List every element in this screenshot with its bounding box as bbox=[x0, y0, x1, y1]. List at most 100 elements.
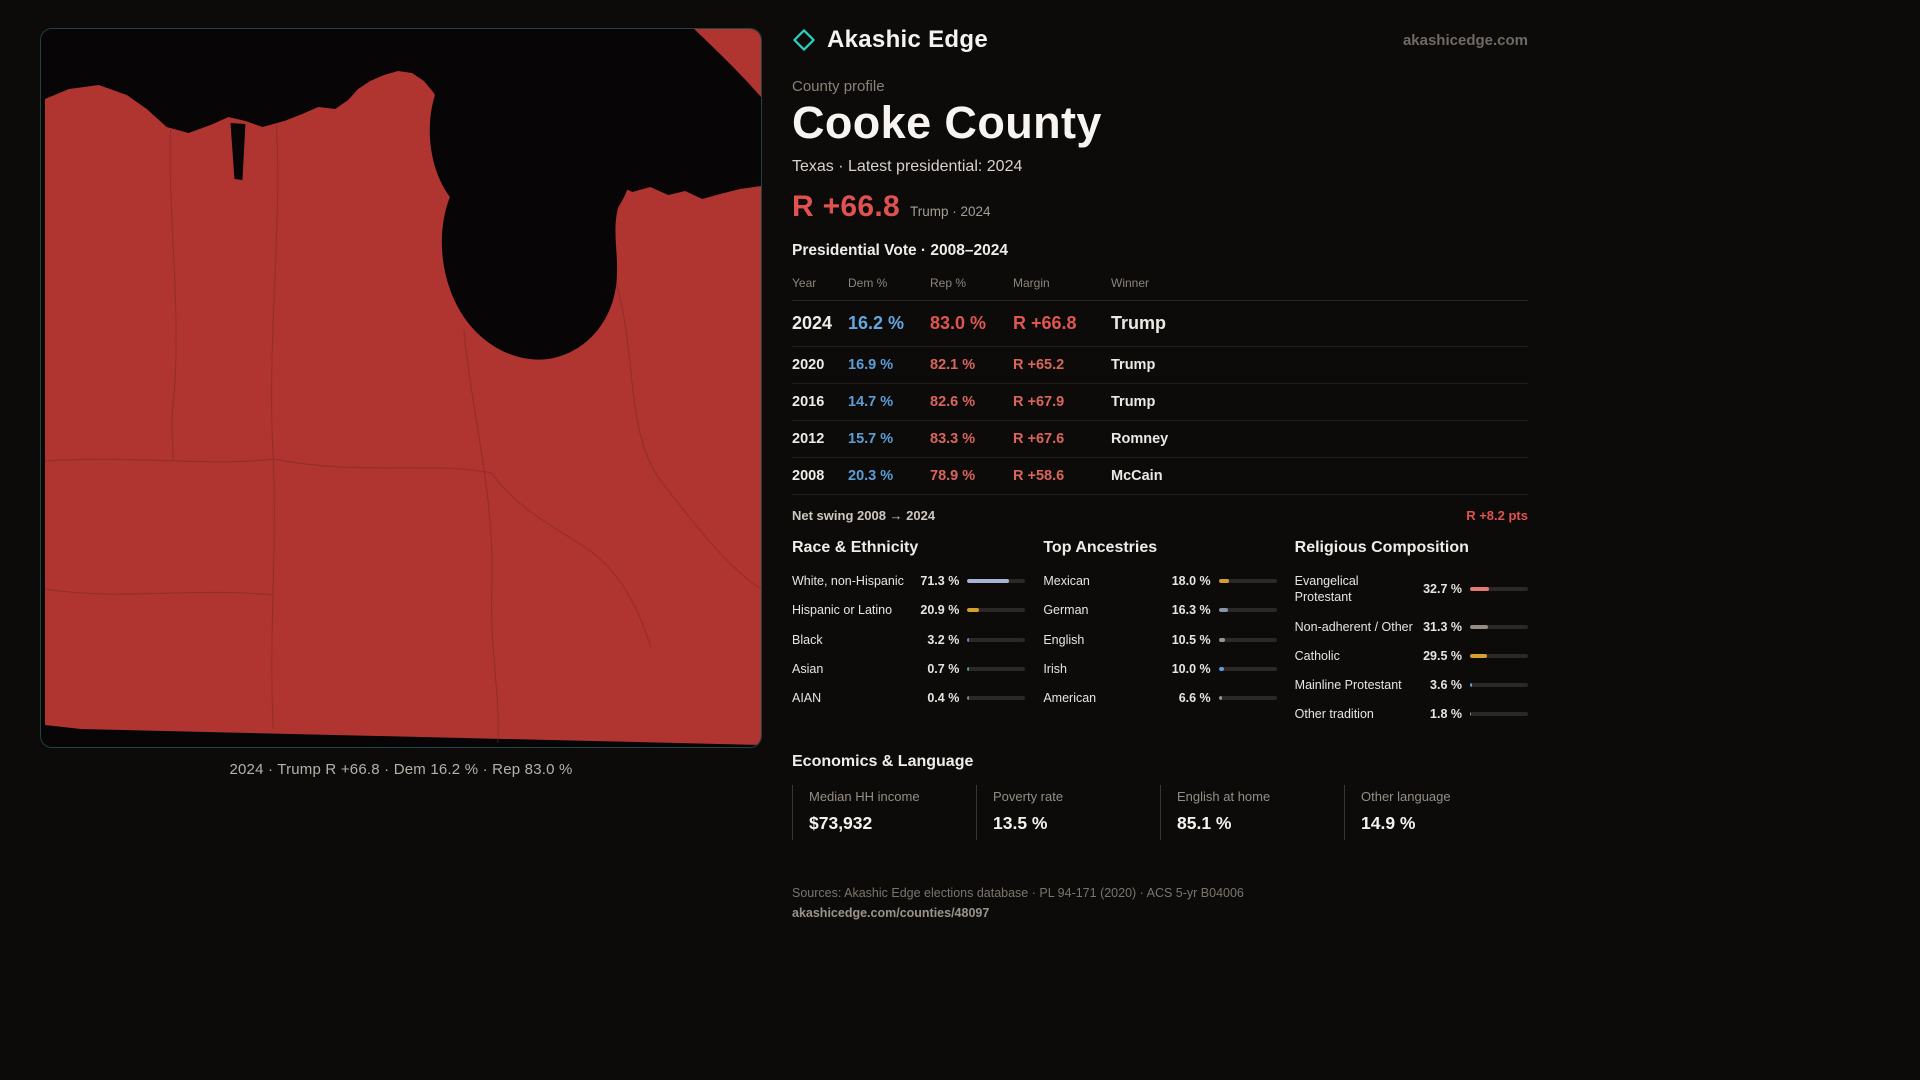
cell-year: 2012 bbox=[792, 430, 825, 447]
table-row: 2016 14.7 % 82.6 % R +67.9 Trump bbox=[792, 384, 1528, 421]
demo-label: Evangelical Protestant bbox=[1294, 574, 1359, 605]
cell-dem: 16.9 % bbox=[848, 356, 894, 373]
margin-note: Trump · 2024 bbox=[910, 203, 991, 219]
demo-label: English bbox=[1043, 632, 1085, 647]
demo-row: AIAN 0.4 % bbox=[792, 684, 1026, 713]
cell-margin: R +67.6 bbox=[1013, 430, 1065, 447]
economics-grid: Median HH income $73,932 Poverty rate 13… bbox=[792, 785, 1528, 841]
demo-bar bbox=[967, 637, 1026, 642]
demo-value: 0.4 % bbox=[927, 691, 960, 706]
net-swing-row: Net swing 2008 → 2024 R +8.2 pts bbox=[792, 508, 1528, 523]
demo-bar bbox=[1469, 683, 1528, 688]
demo-label: White, non-Hispanic bbox=[792, 574, 904, 589]
stat-label: English at home bbox=[1177, 789, 1271, 805]
demo-row: Mexican 18.0 % bbox=[1043, 567, 1277, 596]
section-title: Top Ancestries bbox=[1043, 538, 1158, 556]
demo-bar bbox=[1218, 696, 1277, 701]
stat-value: 14.9 % bbox=[1361, 813, 1416, 834]
cell-dem: 20.3 % bbox=[848, 467, 894, 484]
demo-value: 6.6 % bbox=[1178, 691, 1211, 706]
section-title: Religious Composition bbox=[1294, 538, 1469, 556]
page-subtitle: Texas · Latest presidential: 2024 bbox=[792, 157, 1023, 175]
demo-value: 18.0 % bbox=[1171, 574, 1211, 589]
county-map-svg bbox=[41, 29, 761, 747]
demo-bar bbox=[1469, 712, 1528, 717]
demo-row: Irish 10.0 % bbox=[1043, 654, 1277, 683]
demo-label: German bbox=[1043, 603, 1089, 618]
content-column: Akashic Edge akashicedge.com County prof… bbox=[792, 26, 1528, 920]
cell-margin: R +66.8 bbox=[1013, 312, 1077, 333]
demo-label: Hispanic or Latino bbox=[792, 603, 893, 618]
topbar: Akashic Edge akashicedge.com bbox=[792, 26, 1528, 54]
stat-value: 85.1 % bbox=[1177, 813, 1232, 834]
sources-line: Sources: Akashic Edge elections database… bbox=[792, 886, 1244, 901]
demo-bar bbox=[967, 696, 1026, 701]
col-year: Year bbox=[792, 275, 817, 290]
demo-bar bbox=[1469, 587, 1528, 592]
vote-table-header: Year Dem % Rep % Margin Winner bbox=[792, 268, 1528, 301]
cell-year: 2016 bbox=[792, 393, 825, 410]
net-swing-label: Net swing 2008 → 2024 bbox=[792, 507, 936, 523]
demo-bar bbox=[967, 579, 1026, 584]
cell-dem: 16.2 % bbox=[848, 312, 905, 333]
page-footer: Sources: Akashic Edge elections database… bbox=[792, 886, 1528, 920]
demo-value: 10.5 % bbox=[1171, 632, 1211, 647]
brand-name: Akashic Edge bbox=[827, 26, 988, 53]
vote-table: Year Dem % Rep % Margin Winner 2024 16.2… bbox=[792, 268, 1528, 495]
demo-row: Non-adherent / Other 31.3 % bbox=[1295, 612, 1528, 641]
demo-bar bbox=[967, 608, 1026, 613]
net-swing-value: R +8.2 pts bbox=[1466, 507, 1528, 523]
demo-bar bbox=[1218, 608, 1277, 613]
demo-row: Hispanic or Latino 20.9 % bbox=[792, 596, 1026, 625]
demo-value: 0.7 % bbox=[927, 661, 960, 676]
demo-value: 20.9 % bbox=[920, 603, 960, 618]
stat-label: Other language bbox=[1361, 789, 1451, 805]
cell-year: 2020 bbox=[792, 356, 825, 373]
cell-year: 2024 bbox=[792, 312, 833, 333]
county-map bbox=[40, 28, 762, 748]
cell-rep: 78.9 % bbox=[930, 467, 976, 484]
cell-dem: 14.7 % bbox=[848, 393, 894, 410]
brand: Akashic Edge bbox=[792, 26, 988, 54]
map-caption: 2024 · Trump R +66.8 · Dem 16.2 % · Rep … bbox=[229, 761, 573, 778]
cell-rep: 82.1 % bbox=[930, 356, 976, 373]
demo-value: 16.3 % bbox=[1171, 603, 1211, 618]
demo-bar bbox=[1218, 579, 1277, 584]
eyebrow-label: County profile bbox=[792, 78, 885, 95]
cell-winner: Trump bbox=[1111, 356, 1156, 373]
demo-bar bbox=[1469, 653, 1528, 658]
demo-bar bbox=[1218, 666, 1277, 671]
stat-value: 13.5 % bbox=[993, 813, 1048, 834]
page-title: Cooke County bbox=[792, 97, 1102, 148]
stat-label: Median HH income bbox=[809, 789, 920, 805]
demo-value: 29.5 % bbox=[1423, 648, 1462, 663]
cell-margin: R +58.6 bbox=[1013, 467, 1065, 484]
stat-value: $73,932 bbox=[809, 813, 873, 834]
section-race-ethnicity: Race & Ethnicity White, non-Hispanic 71.… bbox=[792, 538, 1026, 730]
cell-winner: Trump bbox=[1111, 312, 1167, 333]
demo-value: 31.3 % bbox=[1423, 619, 1462, 634]
demo-label: Catholic bbox=[1294, 648, 1340, 663]
demo-bar bbox=[1469, 624, 1528, 629]
demo-row: Asian 0.7 % bbox=[792, 654, 1026, 683]
demo-row: Mainline Protestant 3.6 % bbox=[1295, 671, 1528, 700]
economics-title: Economics & Language bbox=[792, 753, 974, 771]
table-row: 2012 15.7 % 83.3 % R +67.6 Romney bbox=[792, 421, 1528, 458]
demo-row: Black 3.2 % bbox=[792, 625, 1026, 654]
cell-winner: Trump bbox=[1111, 393, 1156, 410]
table-row: 2008 20.3 % 78.9 % R +58.6 McCain bbox=[792, 458, 1528, 495]
demo-label: Mainline Protestant bbox=[1294, 678, 1402, 693]
demo-row: Catholic 29.5 % bbox=[1295, 641, 1528, 670]
demo-row: Evangelical Protestant 32.7 % bbox=[1295, 567, 1528, 613]
section-title: Race & Ethnicity bbox=[792, 538, 919, 556]
demo-row: German 16.3 % bbox=[1043, 596, 1277, 625]
stat-median-income: Median HH income $73,932 bbox=[792, 785, 976, 841]
site-link: akashicedge.com bbox=[1402, 31, 1528, 49]
cell-year: 2008 bbox=[792, 467, 825, 484]
stat-poverty-rate: Poverty rate 13.5 % bbox=[976, 785, 1160, 841]
cell-winner: Romney bbox=[1111, 430, 1169, 447]
demo-label: Asian bbox=[792, 661, 824, 676]
demo-value: 10.0 % bbox=[1171, 661, 1211, 676]
stat-label: Poverty rate bbox=[993, 789, 1064, 805]
demo-label: American bbox=[1043, 691, 1097, 706]
